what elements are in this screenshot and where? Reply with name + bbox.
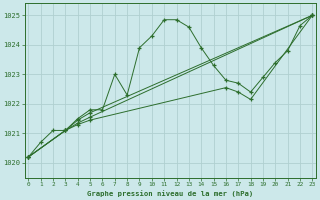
X-axis label: Graphe pression niveau de la mer (hPa): Graphe pression niveau de la mer (hPa) [87, 190, 253, 197]
